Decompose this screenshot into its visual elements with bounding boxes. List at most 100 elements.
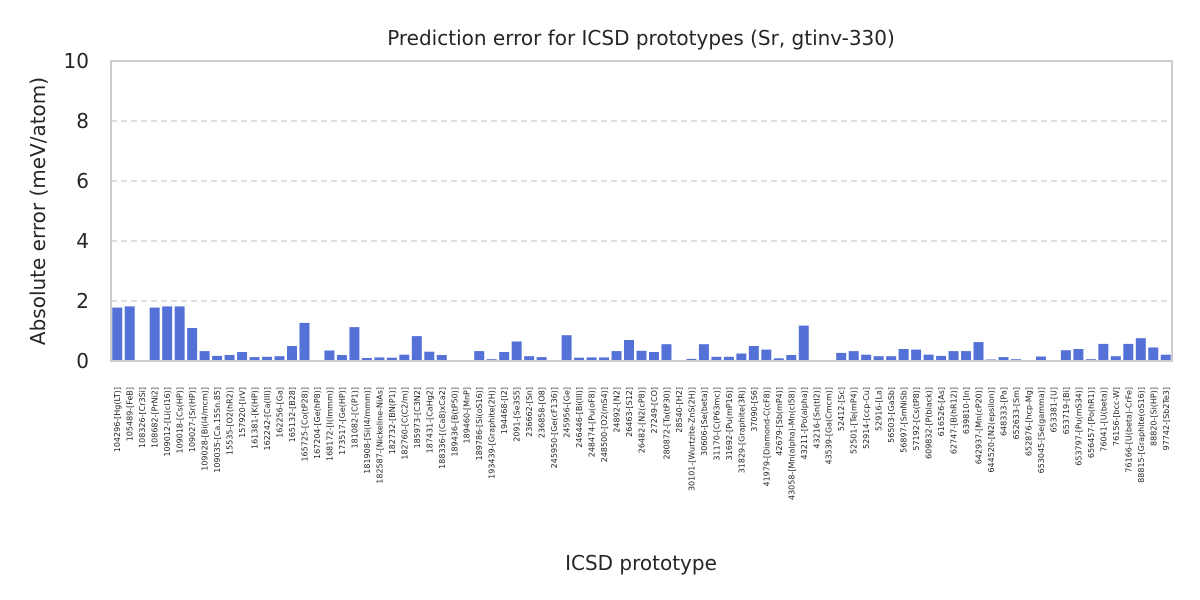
x-tick-label: 26463-[S12] bbox=[625, 387, 634, 437]
bar bbox=[536, 357, 547, 361]
y-tick-label: 4 bbox=[76, 229, 89, 253]
bar bbox=[698, 344, 709, 361]
bar bbox=[199, 351, 210, 361]
x-tick-label: 31692-[Pu(mP16)] bbox=[725, 387, 734, 460]
bar bbox=[636, 350, 647, 361]
x-tick-label: 109012-[Li(cI16)] bbox=[163, 387, 172, 457]
y-tick-label: 10 bbox=[64, 49, 89, 73]
x-tick-label: 182587-[Nickeline-NiAs] bbox=[375, 387, 384, 484]
bar bbox=[786, 355, 797, 361]
bar bbox=[861, 354, 872, 361]
grid-lines bbox=[111, 120, 1172, 302]
bar bbox=[648, 352, 659, 361]
bar bbox=[923, 354, 934, 361]
x-tick-label: 165132-[B28] bbox=[288, 387, 297, 442]
x-axis-label: ICSD prototype bbox=[565, 551, 717, 575]
x-tick-label: 30101-[Wurtzite-ZnS(2H)] bbox=[687, 387, 696, 491]
x-tick-label: 648333-[Pa] bbox=[999, 387, 1008, 436]
bar bbox=[1135, 338, 1146, 361]
x-tick-label: 162242-[Ca(III)] bbox=[263, 387, 272, 450]
bar bbox=[324, 350, 335, 361]
bar bbox=[723, 356, 734, 361]
x-tick-label: 109035-[Ca.15Sn.85] bbox=[213, 387, 222, 473]
bar bbox=[1098, 343, 1109, 361]
bar bbox=[499, 352, 510, 361]
x-tick-label: 194468-[I2] bbox=[500, 387, 509, 434]
x-tick-label: 43539-[Ga(Cmcm)] bbox=[825, 387, 834, 465]
x-tick-label: 105489-[FeB] bbox=[126, 387, 135, 441]
x-tick-label: 26482-[N2(cP8)] bbox=[638, 387, 647, 453]
x-tick-label: 187431-[CaHg2] bbox=[425, 387, 434, 453]
x-tick-label: 173517-[Ge(HP)] bbox=[338, 387, 347, 455]
x-tick-label: 24892-[N2] bbox=[613, 387, 622, 433]
x-tick-label: 161381-[K(HP)] bbox=[251, 387, 260, 449]
x-tick-label: 189460-[MnP] bbox=[463, 387, 472, 443]
bar bbox=[187, 328, 198, 361]
y-axis-label: Absolute error (meV/atom) bbox=[26, 77, 50, 345]
bar bbox=[249, 357, 260, 361]
x-tick-label: 41979-[Diamond-C(cF8)] bbox=[762, 387, 771, 487]
y-ticks: 0 2 4 6 8 10 bbox=[64, 49, 89, 373]
bar bbox=[411, 336, 422, 361]
x-tick-label: 165725-[Co(tP28)] bbox=[300, 387, 309, 462]
x-tick-label: 639810-[In] bbox=[962, 387, 971, 434]
bar bbox=[1148, 347, 1159, 361]
x-tick-label: 88820-[Si(HP)] bbox=[1149, 387, 1158, 446]
bar bbox=[436, 355, 447, 361]
bar bbox=[711, 356, 722, 361]
x-tick-label: 167204-[Ge(hP8)] bbox=[313, 387, 322, 459]
x-tick-label: 248500-[O2(mS4)] bbox=[600, 387, 609, 462]
bar bbox=[149, 307, 160, 361]
x-tick-label: 236662-[Sn] bbox=[525, 387, 534, 437]
x-tick-label: 182732-[BN(P1)] bbox=[388, 387, 397, 454]
x-tick-label: 28540-[H2] bbox=[675, 387, 684, 433]
x-tick-label: 189786-[Si(oS16)] bbox=[475, 387, 484, 460]
bar bbox=[736, 353, 747, 361]
bar bbox=[611, 351, 622, 361]
bar bbox=[1073, 349, 1084, 361]
bar bbox=[898, 349, 909, 361]
x-tick-label: 52916-[La] bbox=[875, 387, 884, 431]
bar bbox=[748, 346, 759, 361]
x-tick-label: 109027-[Sr(HP)] bbox=[188, 387, 197, 452]
plot-frame bbox=[110, 60, 1173, 362]
chart-title: Prediction error for ICSD prototypes (Sr… bbox=[387, 26, 895, 50]
bar bbox=[511, 341, 522, 361]
x-tick-label: 182760-[C(C2/m)] bbox=[400, 387, 409, 460]
bar bbox=[998, 357, 1009, 361]
x-tick-label: 37090-[S6] bbox=[750, 387, 759, 432]
x-tick-label: 27249-[CO] bbox=[650, 387, 659, 433]
bar bbox=[224, 355, 235, 361]
x-tick-label: 76156-[bcc-W] bbox=[1112, 387, 1121, 446]
x-tick-label: 653045-[Se(gamma)] bbox=[1037, 387, 1046, 473]
bar bbox=[1035, 356, 1046, 361]
bar bbox=[299, 322, 310, 361]
x-tick-label: 245956-[Ge] bbox=[563, 387, 572, 438]
bar bbox=[1123, 343, 1134, 361]
bar bbox=[773, 358, 784, 361]
x-tick-label: 56503-[GaSb] bbox=[887, 387, 896, 443]
x-tick-label: 193439-[Graphite(2H)] bbox=[488, 387, 497, 479]
bar bbox=[274, 356, 285, 361]
x-tick-label: 245950-[Ge(cF136)] bbox=[550, 387, 559, 468]
bar bbox=[961, 351, 972, 361]
bar bbox=[399, 354, 410, 361]
bar bbox=[574, 357, 585, 361]
x-tick-label: 185973-[C3N2] bbox=[413, 387, 422, 448]
x-tick-label: 52412-[Sc] bbox=[837, 387, 846, 431]
bar bbox=[936, 355, 947, 361]
bar bbox=[586, 357, 597, 361]
x-tick-label: 108682-[PrNi2] bbox=[151, 387, 160, 448]
x-tick-label: 62747-[B(hR12)] bbox=[950, 387, 959, 454]
y-tick-label: 8 bbox=[76, 109, 89, 133]
x-tick-label: 43211-[Po(alpha)] bbox=[800, 387, 809, 459]
x-tick-label: 31829-[Graphite(3R)] bbox=[737, 387, 746, 473]
x-tick-label: 157920-[IrV] bbox=[238, 387, 247, 438]
x-tick-label: 88815-[Graphite(oS16)] bbox=[1137, 387, 1146, 483]
x-tick-label: 109028-[Bi(I4/mcm)] bbox=[201, 387, 210, 471]
x-tick-label: 56897-[SmNiSb] bbox=[900, 387, 909, 453]
x-tick-label: 30606-[Se(beta)] bbox=[700, 387, 709, 456]
x-tick-label: 31170-[C(P63mc)] bbox=[712, 387, 721, 461]
x-tick-label: 162256-[Ga] bbox=[276, 387, 285, 438]
bar bbox=[336, 355, 347, 361]
